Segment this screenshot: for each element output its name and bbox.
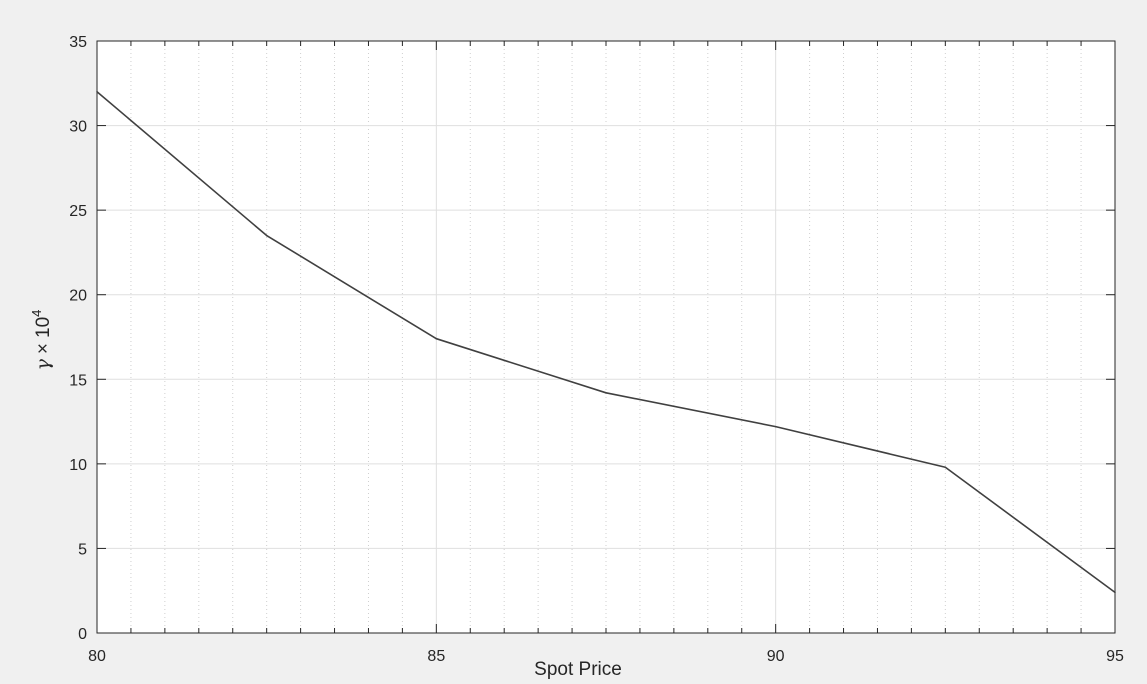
axis-ticks (96, 40, 1116, 634)
tick-labels: 80 85 90 95 0 5 10 15 20 25 30 35 (69, 34, 1124, 665)
y-tick-label: 20 (69, 288, 87, 305)
y-axis-label-symbol: γ (32, 358, 54, 370)
y-tick-label: 5 (78, 541, 87, 558)
data-point (435, 337, 438, 340)
x-tick-label: 90 (767, 648, 785, 665)
y-axis-label-times: × (33, 343, 54, 354)
y-tick-label: 30 (69, 119, 87, 136)
x-axis-label: Spot Price (534, 659, 622, 680)
data-point (774, 425, 777, 428)
data-point (96, 90, 98, 93)
x-tick-label: 85 (427, 648, 445, 665)
x-tick-label: 80 (88, 648, 106, 665)
data-point (944, 466, 947, 469)
x-tick-label: 95 (1106, 648, 1124, 665)
data-point (1114, 591, 1116, 594)
minor-grid (130, 41, 1082, 633)
y-tick-label: 15 (69, 372, 87, 389)
y-tick-label: 25 (69, 203, 87, 220)
y-axis-label-base: 10 (33, 317, 54, 338)
data-point (265, 234, 268, 237)
series-group (96, 90, 1116, 594)
y-tick-label: 35 (69, 34, 87, 51)
y-tick-label: 10 (69, 457, 87, 474)
data-point (605, 392, 607, 394)
y-axis-label-exponent: 4 (29, 310, 44, 317)
y-tick-label: 0 (78, 626, 87, 643)
y-axis-label: γ × 104 (29, 310, 54, 371)
major-grid (97, 41, 1115, 633)
